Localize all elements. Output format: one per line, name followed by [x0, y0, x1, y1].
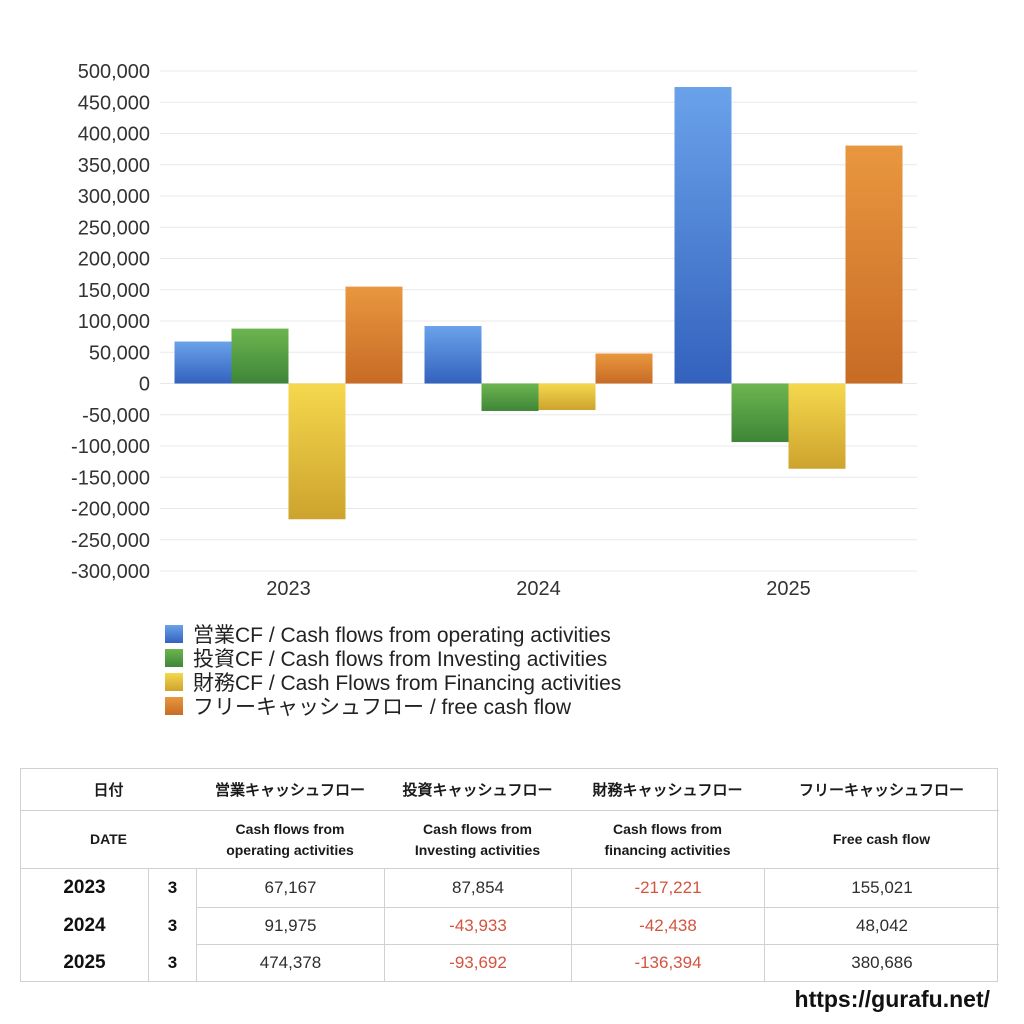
legend-swatch-icon — [165, 649, 183, 667]
table-value-cell: 380,686 — [764, 944, 999, 981]
table-header-jp-investing: 投資キャッシュフロー — [384, 769, 571, 811]
table-value-cell: -43,933 — [384, 907, 571, 944]
legend-item: 投資CF / Cash flows from Investing activit… — [165, 646, 621, 671]
x-category-label: 2024 — [516, 578, 561, 600]
legend-label: 財務CF / Cash Flows from Financing activit… — [193, 672, 622, 695]
legend-item: 財務CF / Cash Flows from Financing activit… — [165, 670, 622, 695]
bar-2025-series-3 — [845, 145, 903, 384]
y-tick-label: 250,000 — [78, 217, 150, 239]
y-tick-label: 0 — [139, 374, 150, 396]
y-tick-label: 150,000 — [78, 280, 150, 302]
table-month-cell: 3 — [148, 869, 196, 907]
y-tick-label: -100,000 — [71, 436, 150, 458]
table-header-en-operating: Cash flows from operating activities — [196, 811, 384, 869]
y-tick-label: -300,000 — [71, 561, 150, 583]
y-tick-label: 200,000 — [78, 249, 150, 271]
table-year-cell: 2023 — [63, 877, 106, 898]
chart-gridlines — [160, 70, 917, 572]
table-header-jp-operating: 営業キャッシュフロー — [196, 769, 384, 811]
table-value-cell: 155,021 — [764, 869, 999, 907]
y-tick-label: -200,000 — [71, 499, 150, 521]
table-value-cell: -217,221 — [571, 869, 764, 907]
table-value-cell: 474,378 — [196, 944, 384, 981]
y-tick-label: -150,000 — [71, 467, 150, 489]
bar-2023-series-3 — [345, 286, 403, 384]
table-value-cell: 91,975 — [196, 907, 384, 944]
legend-label: 営業CF / Cash flows from operating activit… — [193, 624, 611, 647]
legend-swatch-icon — [165, 697, 183, 715]
y-tick-label: 450,000 — [78, 92, 150, 114]
legend-label: フリーキャッシュフロー / free cash flow — [193, 696, 572, 719]
table-value-cell: 67,167 — [196, 869, 384, 907]
table-header-en-investing: Cash flows from Investing activities — [384, 811, 571, 869]
legend-item: 営業CF / Cash flows from operating activit… — [165, 622, 621, 647]
legend-item: フリーキャッシュフロー / free cash flow — [165, 694, 621, 719]
legend-swatch-icon — [165, 673, 183, 691]
y-tick-label: 50,000 — [89, 342, 150, 364]
table-month-cell: 3 — [148, 944, 196, 981]
y-tick-label: 100,000 — [78, 311, 150, 333]
table-header-jp-free: フリーキャッシュフロー — [764, 769, 999, 811]
bar-2024-series-3 — [595, 353, 653, 384]
bar-2024-series-1 — [481, 383, 539, 411]
bar-2025-series-2 — [788, 383, 846, 469]
y-tick-label: 350,000 — [78, 155, 150, 177]
y-tick-label: -50,000 — [82, 405, 150, 427]
cash-flow-bar-chart: 500,000 450,000 400,000 350,000 300,000 250,0… — [71, 61, 917, 600]
table-value-cell: 48,042 — [764, 907, 999, 944]
table-value-cell: 87,854 — [384, 869, 571, 907]
bar-2023-series-0 — [174, 341, 232, 384]
bar-2025-series-0 — [674, 87, 732, 384]
bar-2023-series-1 — [231, 328, 289, 384]
legend-label: 投資CF / Cash flows from Investing activit… — [193, 648, 608, 671]
table-value-cell: -136,394 — [571, 944, 764, 981]
table-header-jp-date: 日付 — [21, 769, 196, 811]
y-tick-label: -250,000 — [71, 530, 150, 552]
table-header-en-financing: Cash flows from financing activities — [571, 811, 764, 869]
table-year-cell: 2025 — [63, 951, 106, 973]
table-header-jp-financing: 財務キャッシュフロー — [571, 769, 764, 811]
y-tick-label: 400,000 — [78, 124, 150, 146]
bar-2024-series-0 — [424, 326, 482, 384]
y-axis-tick-labels: 500,000 450,000 400,000 350,000 300,000 250,0… — [71, 61, 150, 583]
table-year-cell: 2024 — [63, 914, 106, 936]
footer-url: https://gurafu.net/ — [794, 986, 990, 1012]
bar-2024-series-2 — [538, 383, 596, 411]
y-tick-label: 500,000 — [78, 61, 150, 83]
table-header-en-date: DATE — [21, 811, 196, 869]
bar-2025-series-1 — [731, 383, 789, 443]
cash-flow-table: 日付 営業キャッシュフロー 投資キャッシュフロー 財務キャッシュフロー フリーキャッシュ… — [20, 768, 999, 982]
bar-2023-series-2 — [288, 383, 346, 520]
table-header-en-free: Free cash flow — [764, 811, 999, 869]
y-tick-label: 300,000 — [78, 186, 150, 208]
chart-legend: 営業CF / Cash flows from operating activit… — [165, 622, 622, 719]
chart-bars — [174, 87, 903, 520]
legend-swatch-icon — [165, 625, 183, 643]
table-value-cell: -42,438 — [571, 907, 764, 944]
x-category-label: 2023 — [266, 578, 311, 600]
table-value-cell: -93,692 — [384, 944, 571, 981]
x-category-label: 2025 — [766, 578, 811, 600]
table-month-cell: 3 — [148, 907, 196, 944]
x-axis-category-labels: 2023 2024 2025 — [266, 578, 811, 600]
